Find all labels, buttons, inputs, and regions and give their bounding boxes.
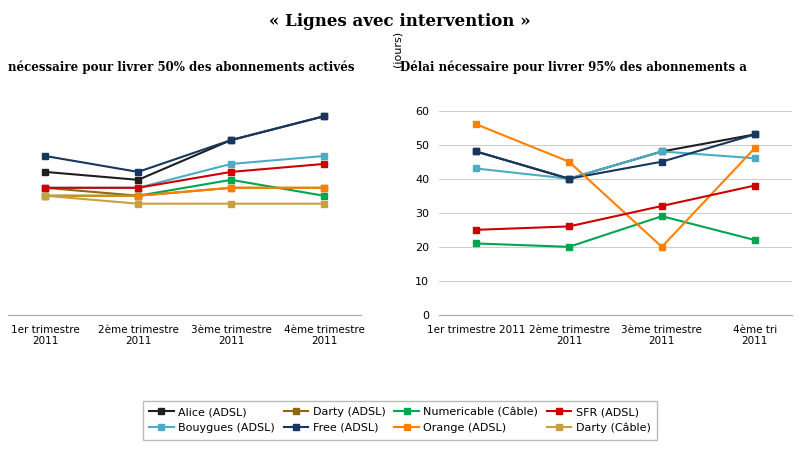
Text: « Lignes avec intervention »: « Lignes avec intervention » — [269, 14, 531, 31]
Text: nécessaire pour livrer 50% des abonnements activés: nécessaire pour livrer 50% des abonnemen… — [8, 61, 354, 74]
Text: Délai nécessaire pour livrer 95% des abonnements a: Délai nécessaire pour livrer 95% des abo… — [400, 61, 747, 74]
Text: (jours): (jours) — [393, 31, 403, 67]
Legend: Alice (ADSL), Bouygues (ADSL), Darty (ADSL), Free (ADSL), Numericable (Câble), O: Alice (ADSL), Bouygues (ADSL), Darty (AD… — [142, 400, 658, 440]
